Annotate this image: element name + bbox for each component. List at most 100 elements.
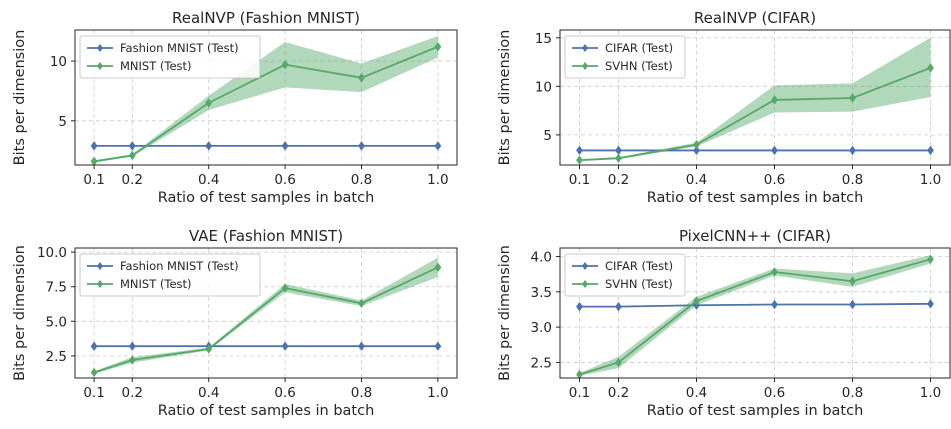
legend-label: Fashion MNIST (Test) <box>120 259 239 273</box>
data-point <box>771 299 778 310</box>
x-axis-label: Ratio of test samples in batch <box>647 403 864 419</box>
legend-label: Fashion MNIST (Test) <box>120 41 239 55</box>
data-point <box>90 156 98 167</box>
x-tick-label: 1.0 <box>427 385 448 401</box>
data-point <box>205 98 213 108</box>
x-tick-label: 0.1 <box>569 385 590 401</box>
legend-box <box>564 35 686 79</box>
x-tick-label: 1.0 <box>920 172 941 188</box>
x-axis-label: Ratio of test samples in batch <box>158 403 375 419</box>
data-point <box>281 341 289 351</box>
legend: Fashion MNIST (Test) MNIST (Test) <box>79 35 261 79</box>
legend-box <box>79 35 261 79</box>
chart-panel-4: 0.1 0.2 0.4 0.6 0.8 1.0 2.5 3.0 3.5 4.0 PixelCNN++… <box>497 227 951 419</box>
data-point <box>576 301 583 312</box>
plot-frame <box>74 29 458 166</box>
legend-box <box>79 253 261 297</box>
x-tick-label: 0.6 <box>764 172 785 188</box>
x-tick-label: 0.1 <box>83 172 104 188</box>
data-point <box>693 296 700 306</box>
data-point <box>205 344 213 354</box>
data-point <box>849 299 856 310</box>
series-line-2 <box>93 45 439 163</box>
data-point <box>434 42 442 52</box>
data-point <box>771 95 778 105</box>
data-point <box>358 141 365 151</box>
x-tick-label: 0.6 <box>764 385 785 401</box>
y-axis-label: Bits per dimension <box>497 245 513 381</box>
data-point <box>90 341 98 351</box>
legend-label: CIFAR (Test) <box>605 41 673 55</box>
chart-title: VAE (Fashion MNIST) <box>189 227 343 245</box>
series-line-1 <box>579 302 931 308</box>
x-axis-label: Ratio of test samples in batch <box>158 190 375 206</box>
plot-frame <box>74 247 458 379</box>
x-tick-label: 0.4 <box>686 385 707 401</box>
legend-box <box>564 253 686 297</box>
y-tick-label: 5.0 <box>46 314 67 330</box>
data-point <box>615 153 622 163</box>
data-point <box>849 93 856 103</box>
data-point <box>128 341 136 351</box>
legend-marker <box>97 280 103 288</box>
data-point <box>927 299 934 309</box>
data-point <box>281 141 289 151</box>
series-line-2 <box>93 266 439 374</box>
data-point <box>205 141 213 151</box>
data-point <box>849 276 856 286</box>
data-point <box>927 254 934 265</box>
y-axis-label: Bits per dimension <box>12 245 28 381</box>
x-tick-label: 0.8 <box>351 385 372 401</box>
chart-panel-3: 0.1 0.2 0.4 0.6 0.8 1.0 2.5 5.0 7.5 10.0 VAE (Fash… <box>12 227 458 419</box>
legend-label: SVHN (Test) <box>605 59 673 73</box>
y-tick-label: 5 <box>543 128 552 144</box>
data-point <box>771 145 778 156</box>
y-tick-label: 15 <box>535 31 552 47</box>
y-tick-label: 4.0 <box>531 249 552 265</box>
legend-marker <box>97 262 103 270</box>
x-tick-label: 0.1 <box>569 172 590 188</box>
data-point <box>434 141 442 151</box>
legend-marker <box>582 280 588 288</box>
data-point <box>128 141 136 151</box>
data-point <box>576 145 583 156</box>
x-tick-label: 0.4 <box>686 172 707 188</box>
y-tick-label: 10 <box>535 79 552 95</box>
y-tick-label: 3.0 <box>531 320 552 336</box>
x-tick-label: 0.6 <box>274 385 295 401</box>
y-tick-label: 10.0 <box>37 245 67 261</box>
x-tick-label: 1.0 <box>427 172 448 188</box>
x-tick-label: 0.2 <box>608 172 629 188</box>
confidence-band <box>579 255 931 376</box>
y-tick-label: 2.5 <box>46 349 67 365</box>
legend-label: CIFAR (Test) <box>605 259 673 273</box>
legend-label: MNIST (Test) <box>120 59 192 73</box>
legend-marker <box>582 262 588 270</box>
confidence-band <box>94 35 438 163</box>
data-point <box>576 369 583 380</box>
y-tick-label: 3.5 <box>531 285 552 301</box>
series-line-2 <box>579 67 931 162</box>
y-tick-label: 2.5 <box>531 355 552 371</box>
series-line-2 <box>579 258 931 376</box>
data-point <box>615 357 622 368</box>
legend-label: MNIST (Test) <box>120 277 192 291</box>
legend-marker <box>97 44 103 52</box>
x-axis-label: Ratio of test samples in batch <box>647 190 864 206</box>
legend-marker <box>582 44 588 52</box>
x-tick-label: 0.2 <box>122 172 143 188</box>
confidence-band <box>94 257 438 374</box>
legend-marker <box>97 62 103 70</box>
x-tick-label: 0.2 <box>122 385 143 401</box>
data-point <box>927 145 934 156</box>
x-tick-label: 0.8 <box>842 385 863 401</box>
data-point <box>358 73 365 83</box>
data-point <box>693 139 700 150</box>
x-tick-label: 0.4 <box>198 172 219 188</box>
chart-title: RealNVP (Fashion MNIST) <box>172 9 360 27</box>
x-tick-label: 0.1 <box>83 385 104 401</box>
legend-label: SVHN (Test) <box>605 277 673 291</box>
data-point <box>90 141 98 151</box>
confidence-band <box>579 37 931 162</box>
